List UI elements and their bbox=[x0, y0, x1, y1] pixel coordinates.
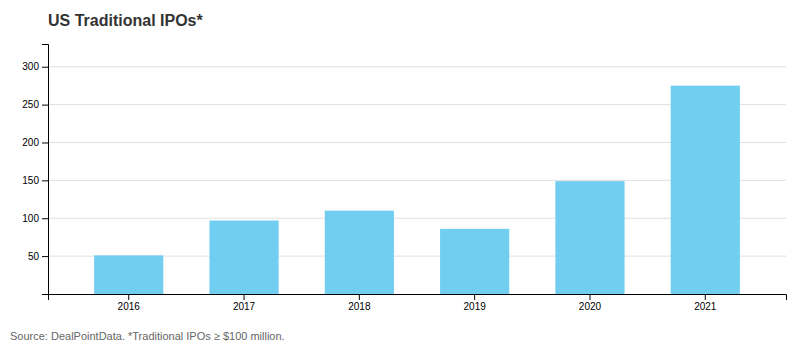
y-tick: 100 bbox=[22, 213, 48, 224]
x-tick: 2017 bbox=[233, 294, 256, 312]
x-tick: 2019 bbox=[464, 294, 487, 312]
x-tick-label: 2019 bbox=[464, 301, 487, 312]
y-tick-label: 150 bbox=[22, 175, 39, 186]
bar bbox=[94, 255, 163, 294]
grid-line bbox=[48, 66, 786, 67]
x-tick-label: 2018 bbox=[348, 301, 371, 312]
x-tick-label: 2020 bbox=[579, 301, 602, 312]
y-tick: 300 bbox=[22, 61, 48, 72]
footnote: Source: DealPointData. *Traditional IPOs… bbox=[10, 330, 285, 342]
x-tick-mark bbox=[705, 294, 706, 300]
x-axis: 2016 2017 2018 2019 2020 2021 bbox=[49, 294, 787, 312]
y-axis: 50 100 150 200 250 300 bbox=[22, 45, 48, 295]
y-tick: 200 bbox=[22, 137, 48, 148]
y-tick: 150 bbox=[22, 175, 48, 186]
x-tick-label: 2021 bbox=[694, 301, 717, 312]
y-axis-line bbox=[42, 45, 49, 295]
title: US Traditional IPOs* bbox=[48, 12, 203, 29]
y-tick-mark bbox=[42, 67, 48, 68]
x-tick-mark bbox=[244, 294, 245, 300]
y-tick-label: 300 bbox=[22, 61, 39, 72]
x-tick-mark bbox=[589, 294, 590, 300]
x-tick: 2016 bbox=[118, 294, 141, 312]
y-tick-label: 100 bbox=[22, 213, 39, 224]
y-tick-mark bbox=[42, 256, 48, 257]
x-tick: 2018 bbox=[348, 294, 371, 312]
chart-svg: 50 100 150 200 250 300 2016 2017 2018 2019 2020 202… bbox=[0, 0, 806, 350]
bar bbox=[671, 86, 740, 294]
bar bbox=[325, 211, 394, 294]
plot-area: 50 100 150 200 250 300 2016 2017 2018 2019 2020 202… bbox=[22, 45, 786, 313]
y-tick-label: 250 bbox=[22, 99, 39, 110]
x-tick: 2021 bbox=[694, 294, 717, 312]
x-tick-label: 2017 bbox=[233, 301, 256, 312]
bars bbox=[94, 86, 740, 294]
x-tick-mark bbox=[474, 294, 475, 300]
x-axis-line bbox=[49, 295, 787, 301]
y-tick-mark bbox=[42, 218, 48, 219]
bar bbox=[555, 181, 624, 294]
x-tick-label: 2016 bbox=[118, 301, 141, 312]
y-tick: 250 bbox=[22, 99, 48, 110]
y-tick-label: 200 bbox=[22, 137, 39, 148]
x-tick-mark bbox=[359, 294, 360, 300]
y-tick: 50 bbox=[28, 251, 48, 262]
y-tick-label: 50 bbox=[28, 251, 40, 262]
bar bbox=[209, 221, 278, 294]
x-tick-mark bbox=[128, 294, 129, 300]
y-tick-mark bbox=[42, 180, 48, 181]
y-tick-mark bbox=[42, 142, 48, 143]
x-tick: 2020 bbox=[579, 294, 602, 312]
y-tick-mark bbox=[42, 105, 48, 106]
bar bbox=[440, 229, 509, 294]
